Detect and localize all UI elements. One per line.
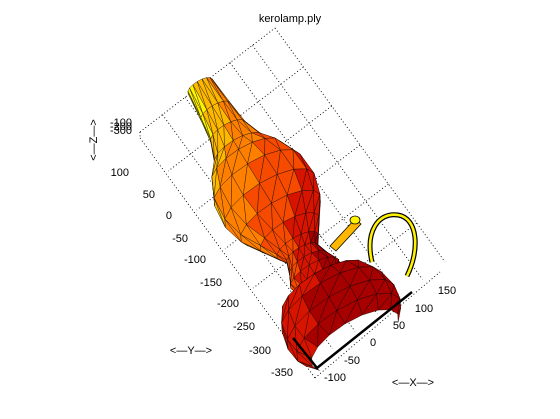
- grid-line: [162, 114, 333, 349]
- box-line-bottom-right: [314, 271, 441, 379]
- y-tick-label: 50: [143, 189, 155, 201]
- y-tick-label: -250: [233, 321, 255, 333]
- y-tick-label: -100: [184, 254, 206, 266]
- x-tick-label: -100: [324, 372, 346, 384]
- y-tick-label: 100: [111, 167, 129, 179]
- y-axis-ticks: -350-300 -250 -200 -150 -100 -500 50 100: [111, 167, 293, 379]
- x-tick-label: 0: [370, 337, 376, 349]
- mesh-face: [397, 308, 401, 323]
- burner-knob-cap: [349, 215, 361, 225]
- handle: [368, 213, 417, 277]
- y-tick-label: -150: [200, 277, 222, 289]
- x-tick-label: 100: [415, 303, 433, 315]
- chart-title: kerolamp.ply: [259, 13, 322, 25]
- y-tick-label: -50: [172, 233, 188, 245]
- y-axis-label: <—Y—>: [170, 345, 212, 357]
- y-tick-label: -350: [271, 367, 293, 379]
- z-axis-ticks: -100-200-300: [110, 117, 132, 137]
- x-tick-label: 50: [393, 320, 405, 332]
- mesh-face: [344, 299, 363, 325]
- mesh-face: [377, 292, 392, 311]
- x-axis-ticks: -100 -50 0 50 100 150: [324, 285, 456, 384]
- z-tick-label: -100: [110, 117, 132, 129]
- mesh-face: [329, 309, 346, 336]
- grid-line: [252, 45, 423, 280]
- z-tick-label: -200: [110, 121, 132, 133]
- y-tick-label: -200: [217, 298, 239, 310]
- mesh-face: [361, 293, 379, 316]
- grid-line: [229, 62, 401, 297]
- y-tick-label: -300: [249, 345, 271, 357]
- x-tick-label: 150: [438, 285, 456, 297]
- x-axis-label: <—X—>: [392, 377, 434, 389]
- lamp-surface: [187, 77, 418, 371]
- y-tick-label: 0: [166, 210, 172, 222]
- z-tick-label: -300: [110, 125, 132, 137]
- burner-knob: [329, 218, 362, 252]
- grid-line: [253, 183, 389, 289]
- x-tick-label: -50: [344, 355, 360, 367]
- mesh-face: [292, 149, 308, 170]
- base-rim: [292, 291, 413, 370]
- z-axis-label: <—Z—>: [88, 119, 100, 161]
